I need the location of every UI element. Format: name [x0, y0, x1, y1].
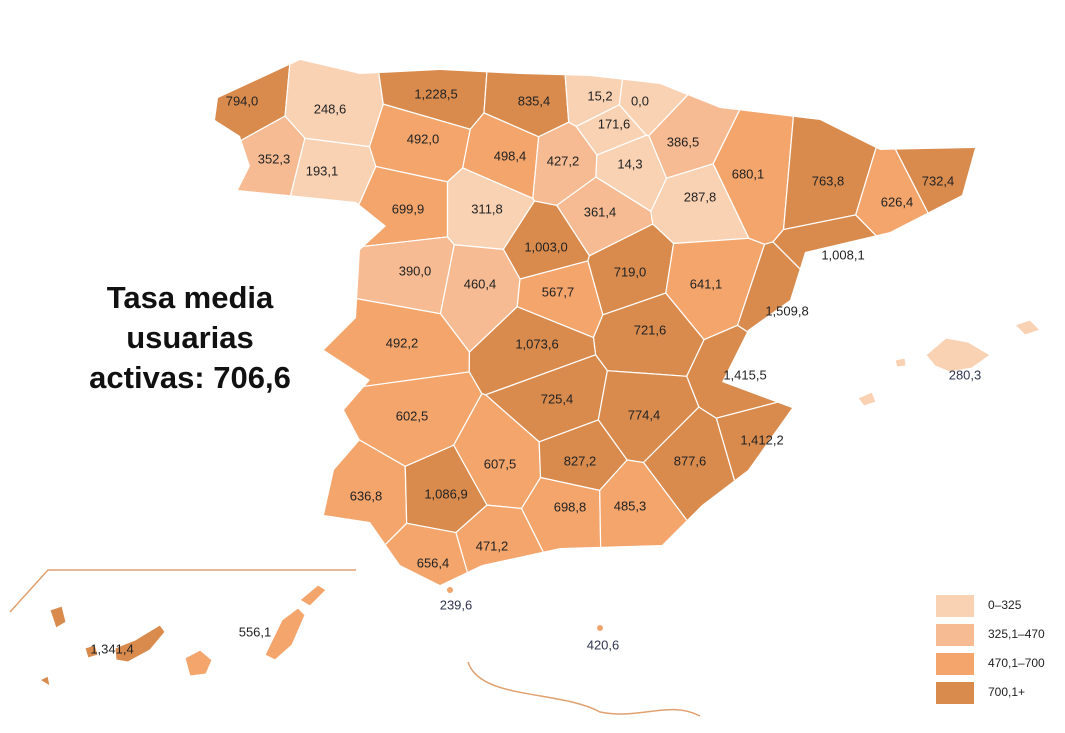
province-label: 774,4: [628, 407, 661, 422]
province-label: 607,5: [484, 456, 517, 471]
province-label: 1,086,9: [424, 486, 467, 501]
mainland: [215, 60, 975, 585]
province-label: 567,7: [542, 284, 575, 299]
province-label: 390,0: [399, 263, 432, 278]
legend-swatch: [936, 624, 974, 646]
province-label: 171,6: [598, 116, 631, 131]
island: [925, 337, 991, 373]
province-label: 492,2: [386, 335, 419, 350]
province-label: 636,8: [350, 488, 383, 503]
province-label: 460,4: [464, 276, 497, 291]
province-label: 311,8: [471, 201, 503, 216]
legend-swatch: [936, 682, 974, 704]
province-label: 827,2: [564, 453, 597, 468]
legend-swatch: [936, 595, 974, 617]
island: [894, 357, 907, 368]
title-line: activas: 706,6: [89, 360, 291, 395]
legend-label: 325,1–470: [988, 627, 1045, 641]
legend-label: 700,1+: [988, 685, 1025, 699]
province: [736, 241, 942, 410]
province-label: 248,6: [314, 101, 347, 116]
province-label: 0,0: [631, 93, 649, 108]
legend: 0–325 325,1–470 470,1–700 700,1+: [936, 595, 1045, 704]
island: [114, 624, 166, 663]
province-label: 1,073,6: [515, 336, 558, 351]
province-label: 732,4: [922, 173, 955, 188]
province-label: 1,509,8: [765, 303, 808, 318]
province-label: 193,1: [306, 163, 339, 178]
province-label: 698,8: [554, 499, 587, 514]
province-label: 721,6: [634, 322, 667, 337]
province-label: 1,003,0: [524, 239, 567, 254]
province-label: 626,4: [881, 194, 914, 209]
province-label: 1,228,5: [414, 86, 457, 101]
island: [38, 675, 51, 688]
island: [1014, 319, 1041, 336]
province-label: 287,8: [684, 189, 717, 204]
province-label: 239,6: [440, 597, 473, 612]
decoration: [467, 661, 701, 717]
province-label: 492,0: [407, 131, 440, 146]
province-label: 794,0: [226, 93, 259, 108]
province-label: 1,341,4: [90, 641, 133, 656]
province-label: 763,8: [812, 173, 845, 188]
province-label: 471,2: [476, 538, 509, 553]
province-label: 835,4: [518, 93, 551, 108]
islands: [38, 319, 1041, 688]
province-label: 680,1: [732, 166, 765, 181]
province-label: 877,6: [674, 453, 707, 468]
province-label: 1,415,5: [723, 367, 766, 382]
island: [264, 607, 306, 661]
island: [299, 584, 327, 607]
province-label: 699,9: [392, 201, 425, 216]
ceuta: [447, 587, 453, 593]
province-label: 641,1: [690, 276, 723, 291]
legend-swatch: [936, 653, 974, 675]
province-label: 14,3: [617, 156, 642, 171]
province-label: 15,2: [587, 88, 612, 103]
province-label: 556,1: [239, 624, 272, 639]
province-label: 420,6: [587, 637, 620, 652]
province: [284, 60, 384, 148]
province-label: 498,4: [494, 148, 527, 163]
inset-border: [9, 569, 356, 613]
province-label: 656,4: [417, 555, 450, 570]
province-label: 719,0: [614, 264, 647, 279]
province-label: 1,008,1: [821, 247, 864, 262]
province: [772, 214, 975, 436]
province-label: 352,3: [258, 151, 291, 166]
island: [857, 391, 877, 407]
legend-label: 0–325: [988, 598, 1022, 612]
island: [49, 605, 67, 629]
title-line: usuarias: [126, 320, 254, 355]
province-label: 725,4: [541, 391, 574, 406]
province: [715, 387, 975, 585]
melilla: [597, 625, 603, 631]
province-label: 386,5: [667, 134, 700, 149]
province-label: 361,4: [584, 204, 617, 219]
province-label: 602,5: [396, 408, 429, 423]
island: [184, 649, 213, 677]
legend-label: 470,1–700: [988, 656, 1045, 670]
province-label: 427,2: [547, 153, 580, 168]
province-label: 485,3: [614, 498, 647, 513]
title: Tasa media usuarias activas: 706,6: [89, 280, 291, 395]
province-label: 280,3: [949, 367, 982, 382]
island: [84, 644, 99, 659]
title-line: Tasa media: [107, 280, 274, 315]
province-label: 1,412,2: [740, 432, 783, 447]
